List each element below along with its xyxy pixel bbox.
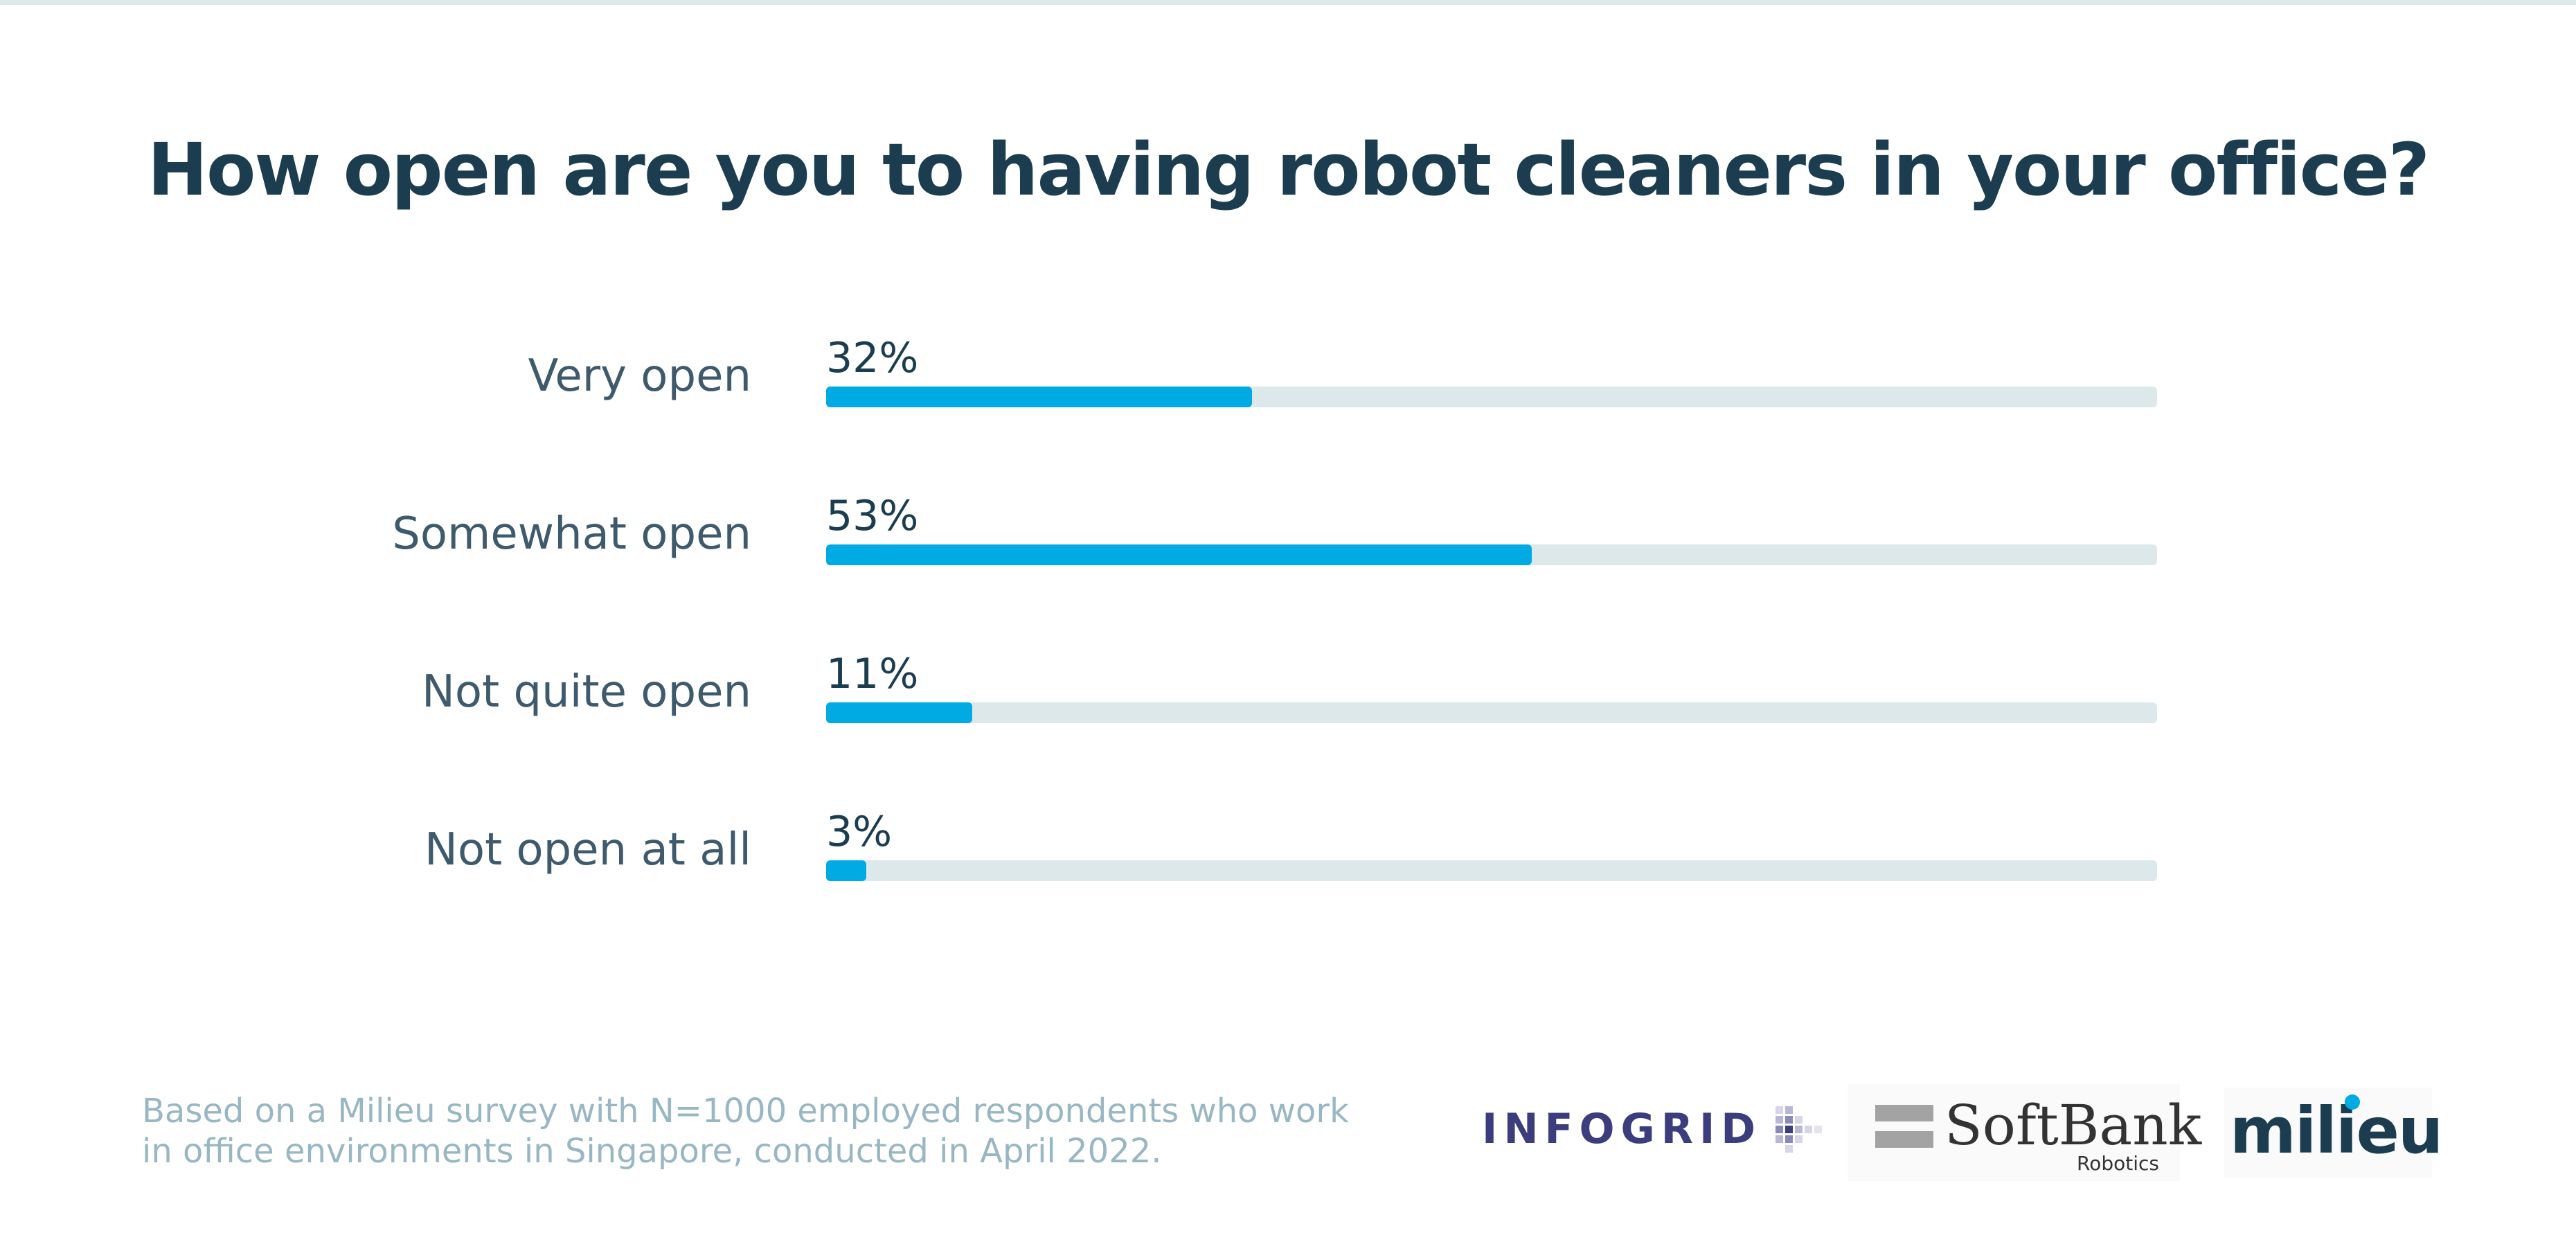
bar — [826, 860, 866, 881]
bar-track — [826, 544, 2157, 565]
value-label: 3% — [826, 808, 893, 856]
milieu-logo: milieu — [2224, 1088, 2443, 1178]
value-label: 32% — [826, 334, 919, 382]
bar — [826, 702, 972, 723]
category-label: Not open at all — [424, 824, 751, 876]
softbank-wordmark: SoftBank — [1944, 1093, 2202, 1157]
value-label: 11% — [826, 650, 919, 698]
category-label: Very open — [528, 351, 751, 402]
bar-track — [826, 860, 2157, 881]
infogrid-logo: INFOGRID — [1482, 1101, 1827, 1157]
softbank-robotics-subtitle: Robotics — [2077, 1152, 2159, 1175]
milieu-dot-icon — [2345, 1094, 2360, 1110]
bar-track — [826, 702, 2157, 723]
footnote-line-1: Based on a Milieu survey with N=1000 emp… — [142, 1092, 1349, 1130]
chart-title: How open are you to having robot cleaner… — [147, 127, 2430, 212]
bar — [826, 544, 1532, 565]
footnote-line-2: in office environments in Singapore, con… — [142, 1132, 1162, 1171]
milieu-wordmark: milieu — [2230, 1094, 2443, 1168]
softbank-robotics-logo: SoftBank Robotics — [1848, 1084, 2201, 1181]
value-label: 53% — [826, 492, 919, 540]
category-label: Not quite open — [422, 666, 751, 718]
top-divider — [0, 0, 2576, 5]
footnote: Based on a Milieu survey with N=1000 emp… — [142, 1091, 1361, 1171]
infogrid-wordmark: INFOGRID — [1482, 1105, 1762, 1153]
softbank-bars-icon — [1875, 1105, 1933, 1149]
bar — [826, 387, 1252, 407]
infogrid-grid-icon — [1776, 1106, 1823, 1153]
category-label: Somewhat open — [392, 508, 751, 560]
bar-track — [826, 387, 2157, 407]
